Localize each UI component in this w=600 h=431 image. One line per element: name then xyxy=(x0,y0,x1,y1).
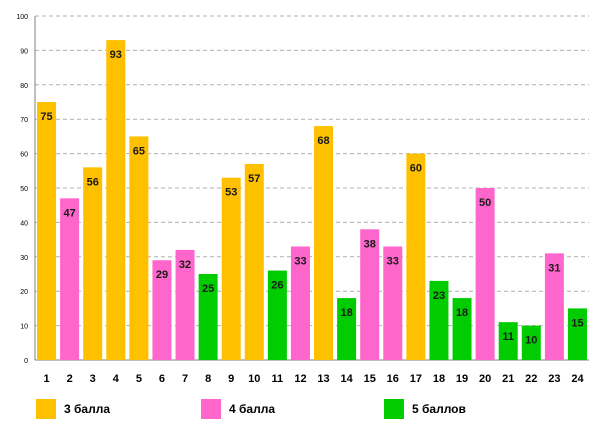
bar-16 xyxy=(383,246,403,360)
bar-20 xyxy=(475,188,495,360)
x-tick-label-5: 5 xyxy=(136,373,142,385)
bar-4 xyxy=(106,40,126,361)
bar-6 xyxy=(152,260,172,360)
x-tick-label-8: 8 xyxy=(205,373,211,385)
value-label-20: 50 xyxy=(479,197,491,209)
y-tick-label-20: 20 xyxy=(20,289,28,296)
value-label-17: 60 xyxy=(410,163,422,175)
value-label-19: 18 xyxy=(456,307,468,319)
x-tick-label-12: 12 xyxy=(294,373,306,385)
legend-item-4-points: 4 балла xyxy=(201,399,275,419)
x-tick-label-23: 23 xyxy=(548,373,560,385)
bar-24 xyxy=(567,308,587,360)
value-label-5: 65 xyxy=(133,145,145,157)
bar-23 xyxy=(544,253,564,360)
x-tick-label-9: 9 xyxy=(228,373,234,385)
bar-22 xyxy=(521,325,541,360)
bar-12 xyxy=(290,246,310,360)
legend-label-4-points: 4 балла xyxy=(229,402,276,416)
value-label-22: 10 xyxy=(525,335,537,347)
y-tick-label-40: 40 xyxy=(20,220,28,227)
value-label-8: 25 xyxy=(202,283,214,295)
x-tick-label-13: 13 xyxy=(317,373,329,385)
x-tick-label-1: 1 xyxy=(43,373,49,385)
legend-label-3-points: 3 балла xyxy=(64,402,111,416)
legend-swatch-3-points xyxy=(36,399,56,419)
bar-9 xyxy=(221,177,241,360)
value-label-1: 75 xyxy=(40,111,52,123)
y-tick-label-0: 0 xyxy=(24,358,28,365)
y-tick-label-30: 30 xyxy=(20,255,28,262)
x-tick-label-10: 10 xyxy=(248,373,260,385)
bar-10 xyxy=(244,163,264,360)
x-tick-label-4: 4 xyxy=(113,373,120,385)
y-tick-label-90: 90 xyxy=(20,48,28,55)
y-tick-label-50: 50 xyxy=(20,186,28,193)
bar-7 xyxy=(175,249,195,360)
x-tick-label-15: 15 xyxy=(364,373,376,385)
legend-item-3-points: 3 балла xyxy=(36,399,110,419)
value-label-18: 23 xyxy=(433,290,445,302)
value-label-10: 57 xyxy=(248,173,260,185)
bar-21 xyxy=(498,322,518,360)
value-label-4: 93 xyxy=(110,49,122,61)
y-tick-label-10: 10 xyxy=(20,324,28,331)
x-tick-label-16: 16 xyxy=(387,373,399,385)
value-label-12: 33 xyxy=(294,255,306,267)
x-tick-label-18: 18 xyxy=(433,373,445,385)
bar-17 xyxy=(406,153,426,360)
value-label-24: 15 xyxy=(571,317,583,329)
bar-18 xyxy=(429,280,449,360)
value-label-7: 32 xyxy=(179,259,191,271)
x-tick-label-6: 6 xyxy=(159,373,165,385)
value-label-21: 11 xyxy=(502,331,514,343)
bar-13 xyxy=(314,126,334,360)
value-label-11: 26 xyxy=(271,280,283,292)
x-tick-label-24: 24 xyxy=(571,373,584,385)
x-tick-label-3: 3 xyxy=(90,373,96,385)
bar-8 xyxy=(198,274,218,360)
x-tick-label-14: 14 xyxy=(341,373,354,385)
legend-swatch-5-points xyxy=(384,399,404,419)
value-label-16: 33 xyxy=(387,255,399,267)
value-label-13: 68 xyxy=(317,135,329,147)
bar-1 xyxy=(37,102,57,360)
value-label-9: 53 xyxy=(225,187,237,199)
x-tick-label-20: 20 xyxy=(479,373,491,385)
x-tick-label-19: 19 xyxy=(456,373,468,385)
x-tick-label-11: 11 xyxy=(272,373,284,385)
x-tick-label-17: 17 xyxy=(410,373,422,385)
value-label-2: 47 xyxy=(64,207,76,219)
bar-5 xyxy=(129,136,149,360)
bar-14 xyxy=(337,298,357,360)
bar-15 xyxy=(360,229,380,360)
value-label-23: 31 xyxy=(548,262,560,274)
value-label-15: 38 xyxy=(364,238,376,250)
y-tick-label-100: 100 xyxy=(16,14,28,21)
y-tick-label-70: 70 xyxy=(20,117,28,124)
value-label-6: 29 xyxy=(156,269,168,281)
bar-19 xyxy=(452,298,472,360)
value-label-14: 18 xyxy=(341,307,353,319)
bar-11 xyxy=(267,270,287,360)
x-tick-label-2: 2 xyxy=(67,373,73,385)
legend-label-5-points: 5 баллов xyxy=(412,402,466,416)
bar-2 xyxy=(60,198,80,360)
y-tick-label-80: 80 xyxy=(20,83,28,90)
bar-3 xyxy=(83,167,103,360)
legend-item-5-points: 5 баллов xyxy=(384,399,466,419)
x-tick-label-7: 7 xyxy=(182,373,188,385)
x-tick-label-21: 21 xyxy=(502,373,514,385)
value-label-3: 56 xyxy=(87,176,99,188)
y-tick-label-60: 60 xyxy=(20,152,28,159)
legend-swatch-4-points xyxy=(201,399,221,419)
x-tick-label-22: 22 xyxy=(525,373,537,385)
